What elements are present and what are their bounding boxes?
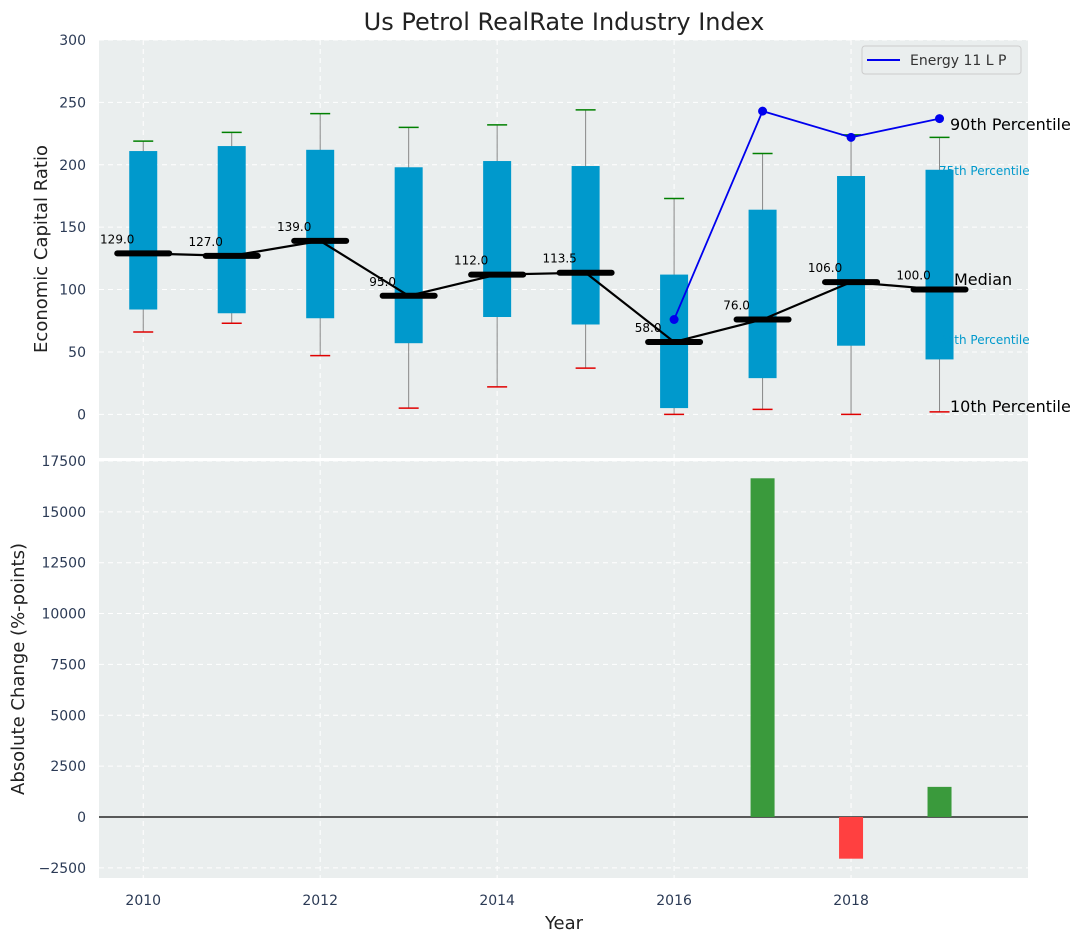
bar-2018 <box>839 816 864 859</box>
bottom-y-tick-label: 7500 <box>50 657 86 673</box>
label-25th-percentile: 25th Percentile <box>939 333 1030 347</box>
top-y-tick-label: 300 <box>59 33 86 49</box>
bottom-y-tick-label: 10000 <box>41 607 86 623</box>
box-2018 <box>837 176 866 346</box>
label-10th-percentile: 10th Percentile <box>950 397 1071 416</box>
x-tick-label: 2016 <box>656 893 692 909</box>
top-y-tick-label: 150 <box>59 220 86 236</box>
top-y-tick-label: 200 <box>59 158 86 174</box>
median-label-2018: 106.0 <box>808 261 842 275</box>
x-tick-label: 2018 <box>833 893 869 909</box>
series-group <box>669 106 945 324</box>
median-label-2015: 113.5 <box>542 252 576 266</box>
legend: Energy 11 L P <box>861 45 1022 75</box>
x-tick-label: 2012 <box>302 893 338 909</box>
median-label-2010: 129.0 <box>100 232 134 246</box>
boxes-group <box>129 146 954 409</box>
median-label-2017: 76.0 <box>723 298 750 312</box>
bottom-y-tick-label: 15000 <box>41 505 86 521</box>
x-tick-label: 2014 <box>479 893 515 909</box>
series-point-2018 <box>846 132 856 142</box>
bar-2019 <box>927 786 952 817</box>
top-y-tick-label: 50 <box>68 345 86 361</box>
x-axis-label: Year <box>544 913 584 934</box>
bars-group <box>99 478 1028 859</box>
label-75th-percentile: 75th Percentile <box>939 164 1030 178</box>
box-2010 <box>129 151 158 310</box>
label-median: Median <box>954 270 1012 289</box>
box-2019 <box>925 169 954 360</box>
bottom-y-tick-label: 12500 <box>41 556 86 572</box>
label-90th-percentile: 90th Percentile <box>950 115 1071 134</box>
bottom-y-tick-label: −2500 <box>39 861 86 877</box>
bottom-y-axis-label: Absolute Change (%-points) <box>8 543 29 795</box>
box-2015 <box>571 166 600 325</box>
top-y-tick-label: 100 <box>59 283 86 299</box>
series-point-2017 <box>758 106 768 116</box>
median-trend-line <box>143 239 940 344</box>
bottom-y-tick-label: 0 <box>77 810 86 826</box>
medians-group: 129.0 127.0 139.0 95.0 112.0 113.5 58.0 76.0 106… <box>100 220 969 345</box>
median-label-2016: 58.0 <box>635 321 662 335</box>
bottom-y-tick-label: 5000 <box>50 708 86 724</box>
legend-label-energy-11-l-p: Energy 11 L P <box>910 53 1006 69</box>
series-line-energy-11-l-p <box>673 110 940 320</box>
legend-box <box>861 45 1022 75</box>
ticks-group: 0 50 100 150 200 250 300 −2500 0 2500 5000 7500 1000… <box>39 33 869 909</box>
top-panel-background <box>99 40 1028 458</box>
median-label-2019: 100.0 <box>896 269 930 283</box>
median-label-2013: 95.0 <box>369 275 396 289</box>
median-label-2011: 127.0 <box>189 235 223 249</box>
top-y-tick-label: 0 <box>77 407 86 423</box>
bottom-y-tick-label: 2500 <box>50 759 86 775</box>
box-2014 <box>483 161 512 318</box>
chart-title: Us Petrol RealRate Industry Index <box>364 8 765 36</box>
median-label-2014: 112.0 <box>454 254 488 268</box>
series-point-2016 <box>669 314 679 324</box>
bottom-panel-background <box>99 461 1028 878</box>
box-2012 <box>306 149 335 319</box>
series-point-2019 <box>935 114 945 124</box>
bottom-y-tick-label: 17500 <box>41 454 86 470</box>
bar-2017 <box>750 478 775 817</box>
box-2017 <box>748 209 777 379</box>
box-2013 <box>394 167 423 344</box>
median-label-2012: 139.0 <box>277 220 311 234</box>
x-tick-label: 2010 <box>125 893 161 909</box>
top-y-axis-label: Economic Capital Ratio <box>31 145 52 353</box>
top-y-tick-label: 250 <box>59 95 86 111</box>
box-2011 <box>217 146 246 314</box>
